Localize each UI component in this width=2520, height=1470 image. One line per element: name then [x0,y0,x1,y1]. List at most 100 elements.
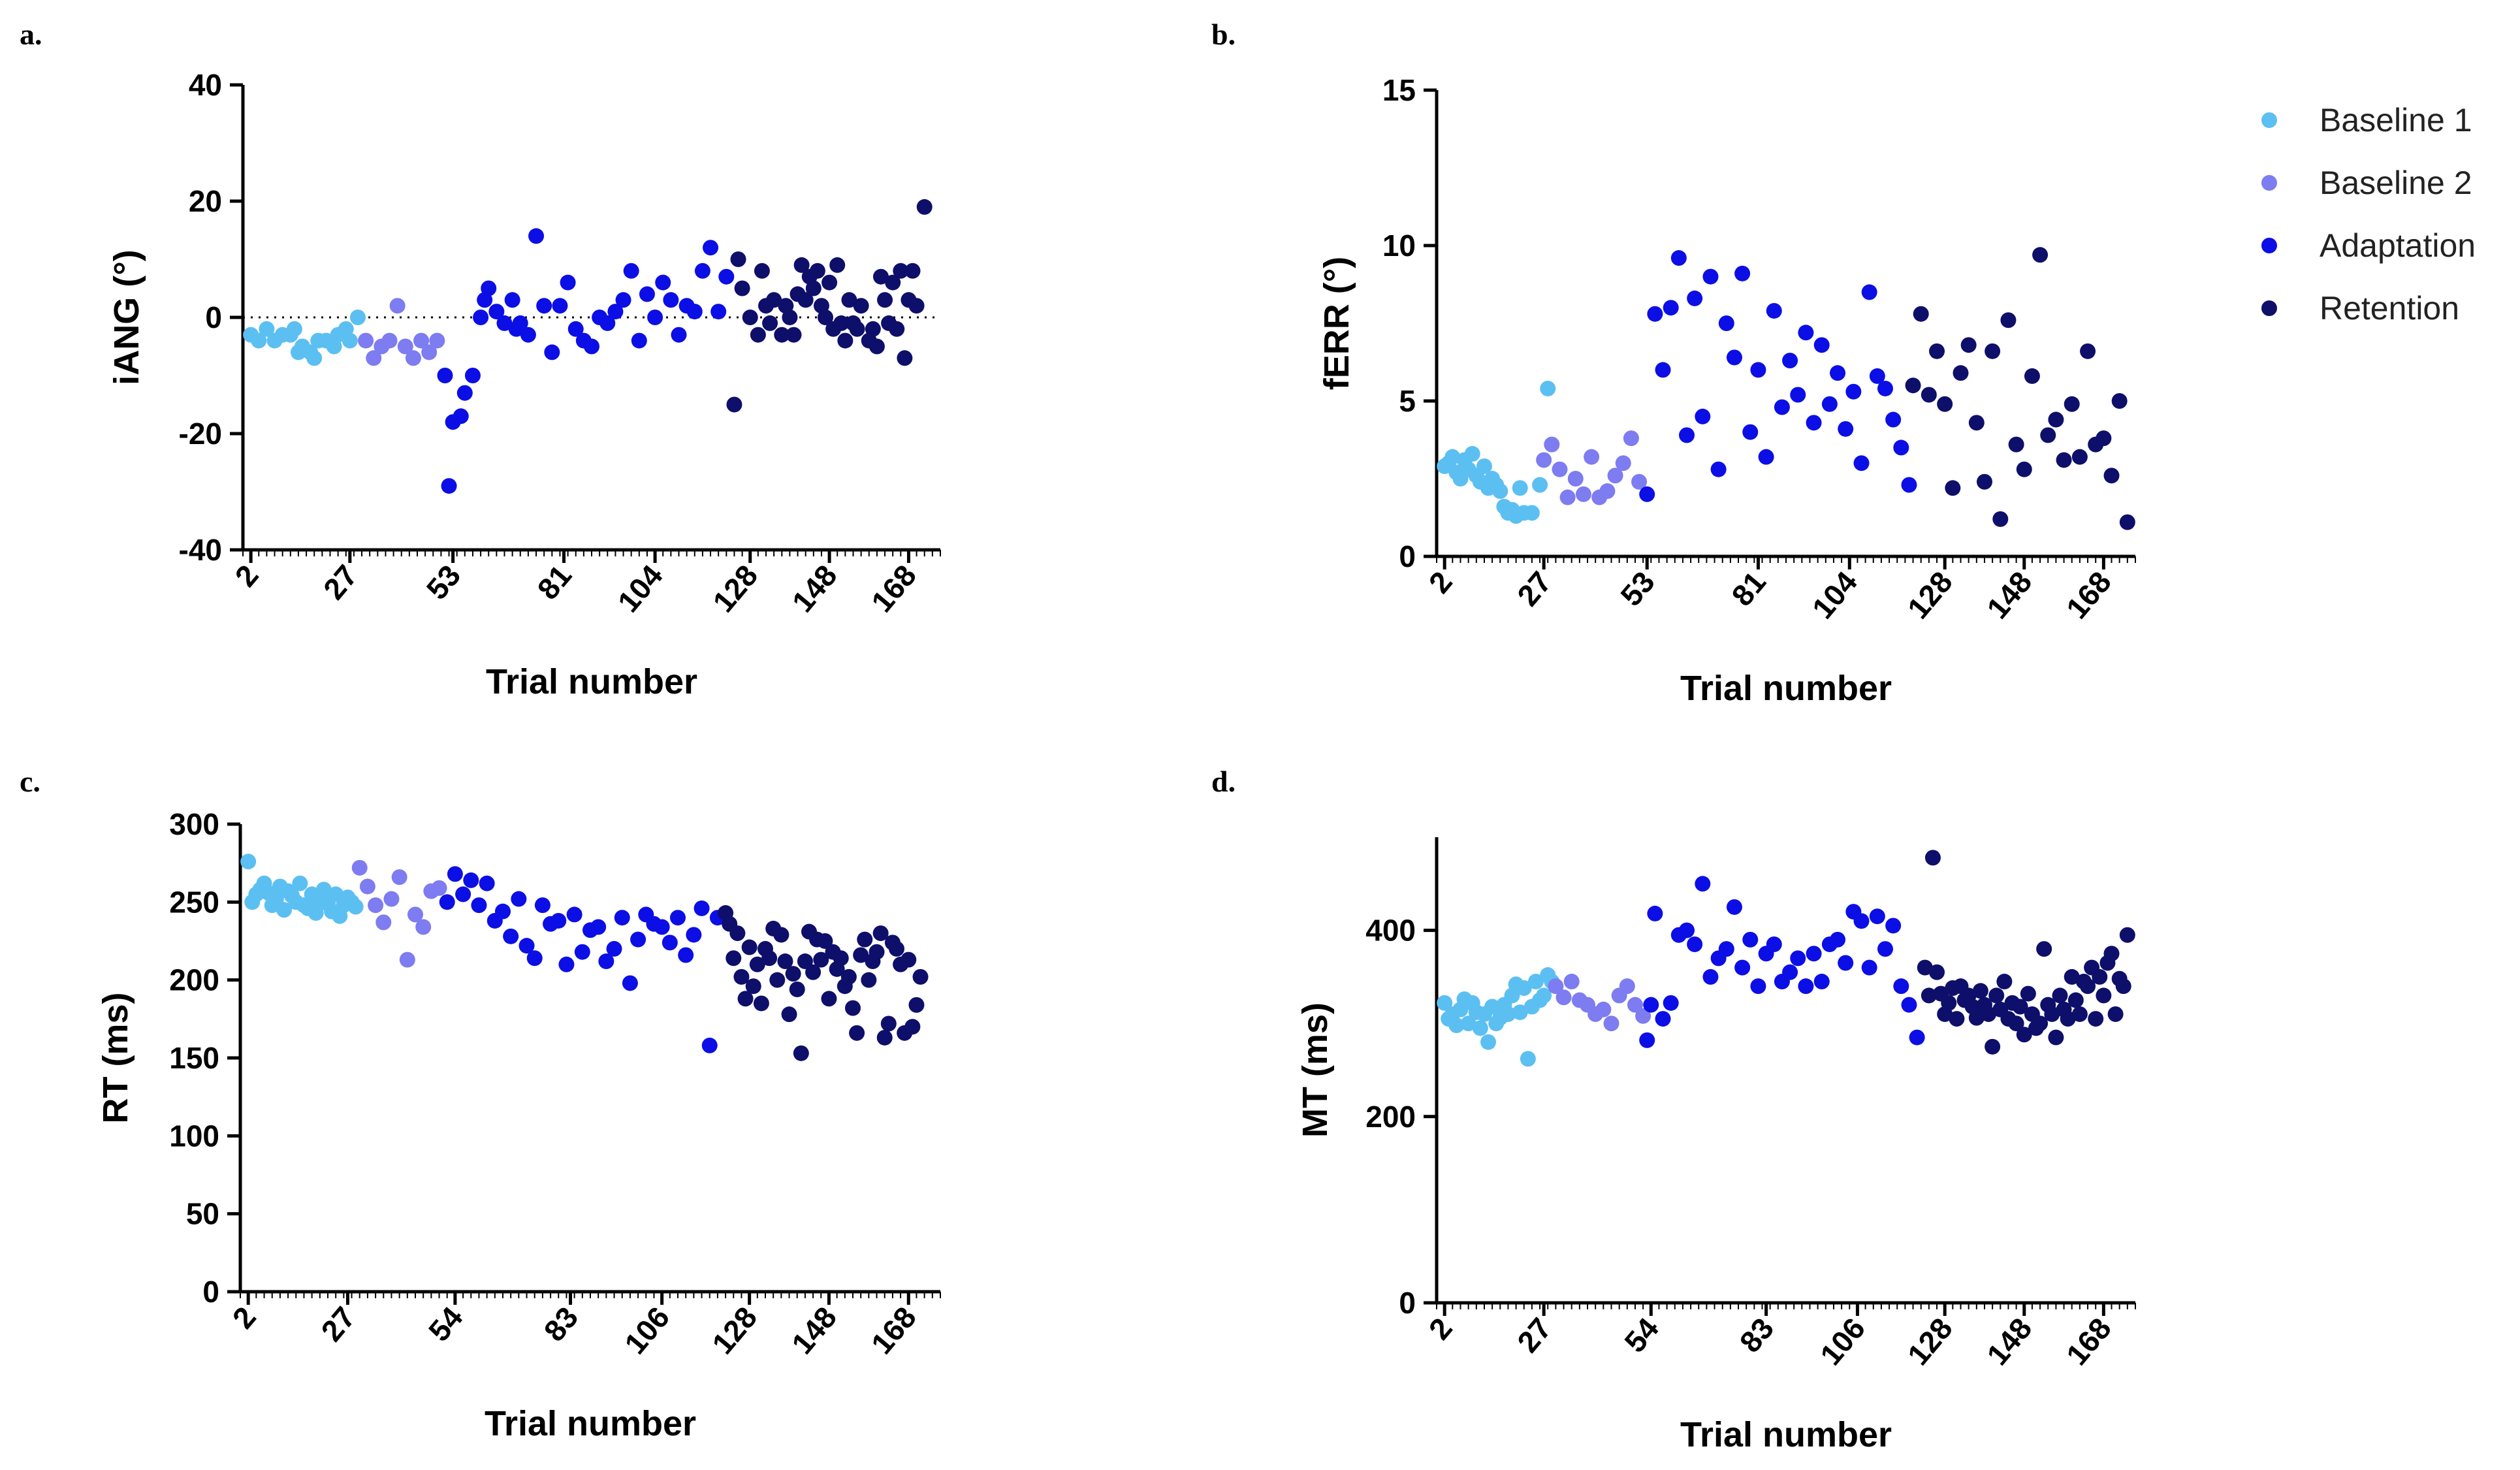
y-tick-label: 200 [169,963,219,997]
data-point [1444,449,1461,465]
data-point [1972,983,1988,999]
x-tick-label: 104 [1806,565,1864,626]
data-point [1563,974,1580,990]
legend-label: Adaptation [2320,227,2476,264]
data-point [550,912,567,929]
data-point [503,928,519,944]
data-point [1647,905,1663,921]
y-tick-label: 20 [189,184,222,218]
data-point [381,332,398,349]
data-point [880,1015,897,1032]
data-point [1512,1004,1528,1021]
data-point [761,950,778,967]
data-point [2008,436,2024,453]
data-point [694,263,710,279]
panel-c: c. 0 50 100 150 200 250 300 2 27 54 83 106 128 148 168 T… [20,765,941,1443]
data-point [1750,362,1766,378]
data-point [1536,987,1552,1004]
data-point [453,408,469,424]
data-point [2067,992,2084,1008]
data-point [686,304,703,320]
data-point [793,257,810,273]
data-point [2119,927,2135,943]
x-tick-label: 27 [314,1300,362,1348]
data-point [1492,483,1508,500]
data-point [1806,946,1822,962]
data-point [654,919,670,935]
y-tick-label: 150 [169,1041,219,1075]
data-point [383,891,400,907]
data-point [560,274,576,291]
data-point [1861,959,1877,976]
data-point [574,944,590,960]
data-point [1782,964,1798,980]
data-point [1520,1051,1536,1067]
data-point [904,1019,921,1035]
data-point [769,972,786,988]
data-point [647,310,663,325]
data-point [2115,978,2131,995]
data-point [415,919,432,935]
data-point [730,251,746,267]
data-point [837,332,853,349]
series-baseline-2 [358,298,445,366]
data-point [893,263,909,279]
x-axis-title: Trial number [486,662,697,701]
data-point [315,882,332,898]
data-point [773,927,789,943]
data-point [670,910,686,926]
data-point [1655,1011,1671,1027]
data-point [821,991,837,1007]
data-point [872,925,889,942]
data-point [1635,1008,1651,1024]
data-point [2032,1015,2049,1032]
data-point [1996,974,2013,990]
legend-marker [2261,300,2277,316]
y-axis-title: MT (ms) [1296,1002,1335,1138]
data-point [1976,473,1992,490]
data-point [463,872,479,888]
data-point [1945,480,1961,496]
data-point [1968,415,1985,431]
data-point [2012,999,2028,1015]
data-point [662,935,678,951]
data-point [558,956,575,972]
x-tick-label: 54 [1618,1311,1665,1359]
data-point [391,869,407,886]
data-point [1774,399,1790,415]
data-point [347,899,364,915]
data-point [2071,1006,2088,1022]
data-point [1921,987,1937,1004]
x-tick-label: 27 [317,558,364,606]
data-point [421,344,438,360]
data-point [1968,1010,1985,1026]
data-point [1830,931,1846,948]
data-point [1679,427,1695,443]
data-point [2048,411,2064,428]
data-point [876,1029,893,1046]
data-point [351,859,368,876]
series-baseline-1 [1437,967,1560,1067]
series-adaptation [439,866,726,1053]
data-point [805,964,821,980]
x-tick-label: 2 [226,1300,263,1335]
data-point [813,951,829,968]
data-point [495,903,511,919]
data-point [259,321,275,337]
data-point [745,978,761,995]
data-point [1885,918,1902,934]
data-point [793,1045,809,1061]
data-point [328,886,344,903]
panel-letter: c. [20,765,40,798]
series-baseline-1 [1437,380,1556,524]
data-point [1548,978,1564,995]
series-adaptation [437,228,735,494]
data-point [566,906,582,923]
legend-marker [2261,112,2277,128]
x-tick-label: 128 [1901,565,1959,625]
data-point [1679,922,1695,938]
data-point [1853,913,1870,929]
data-point [809,263,825,279]
data-point [292,875,308,891]
data-point [1985,1038,2001,1055]
